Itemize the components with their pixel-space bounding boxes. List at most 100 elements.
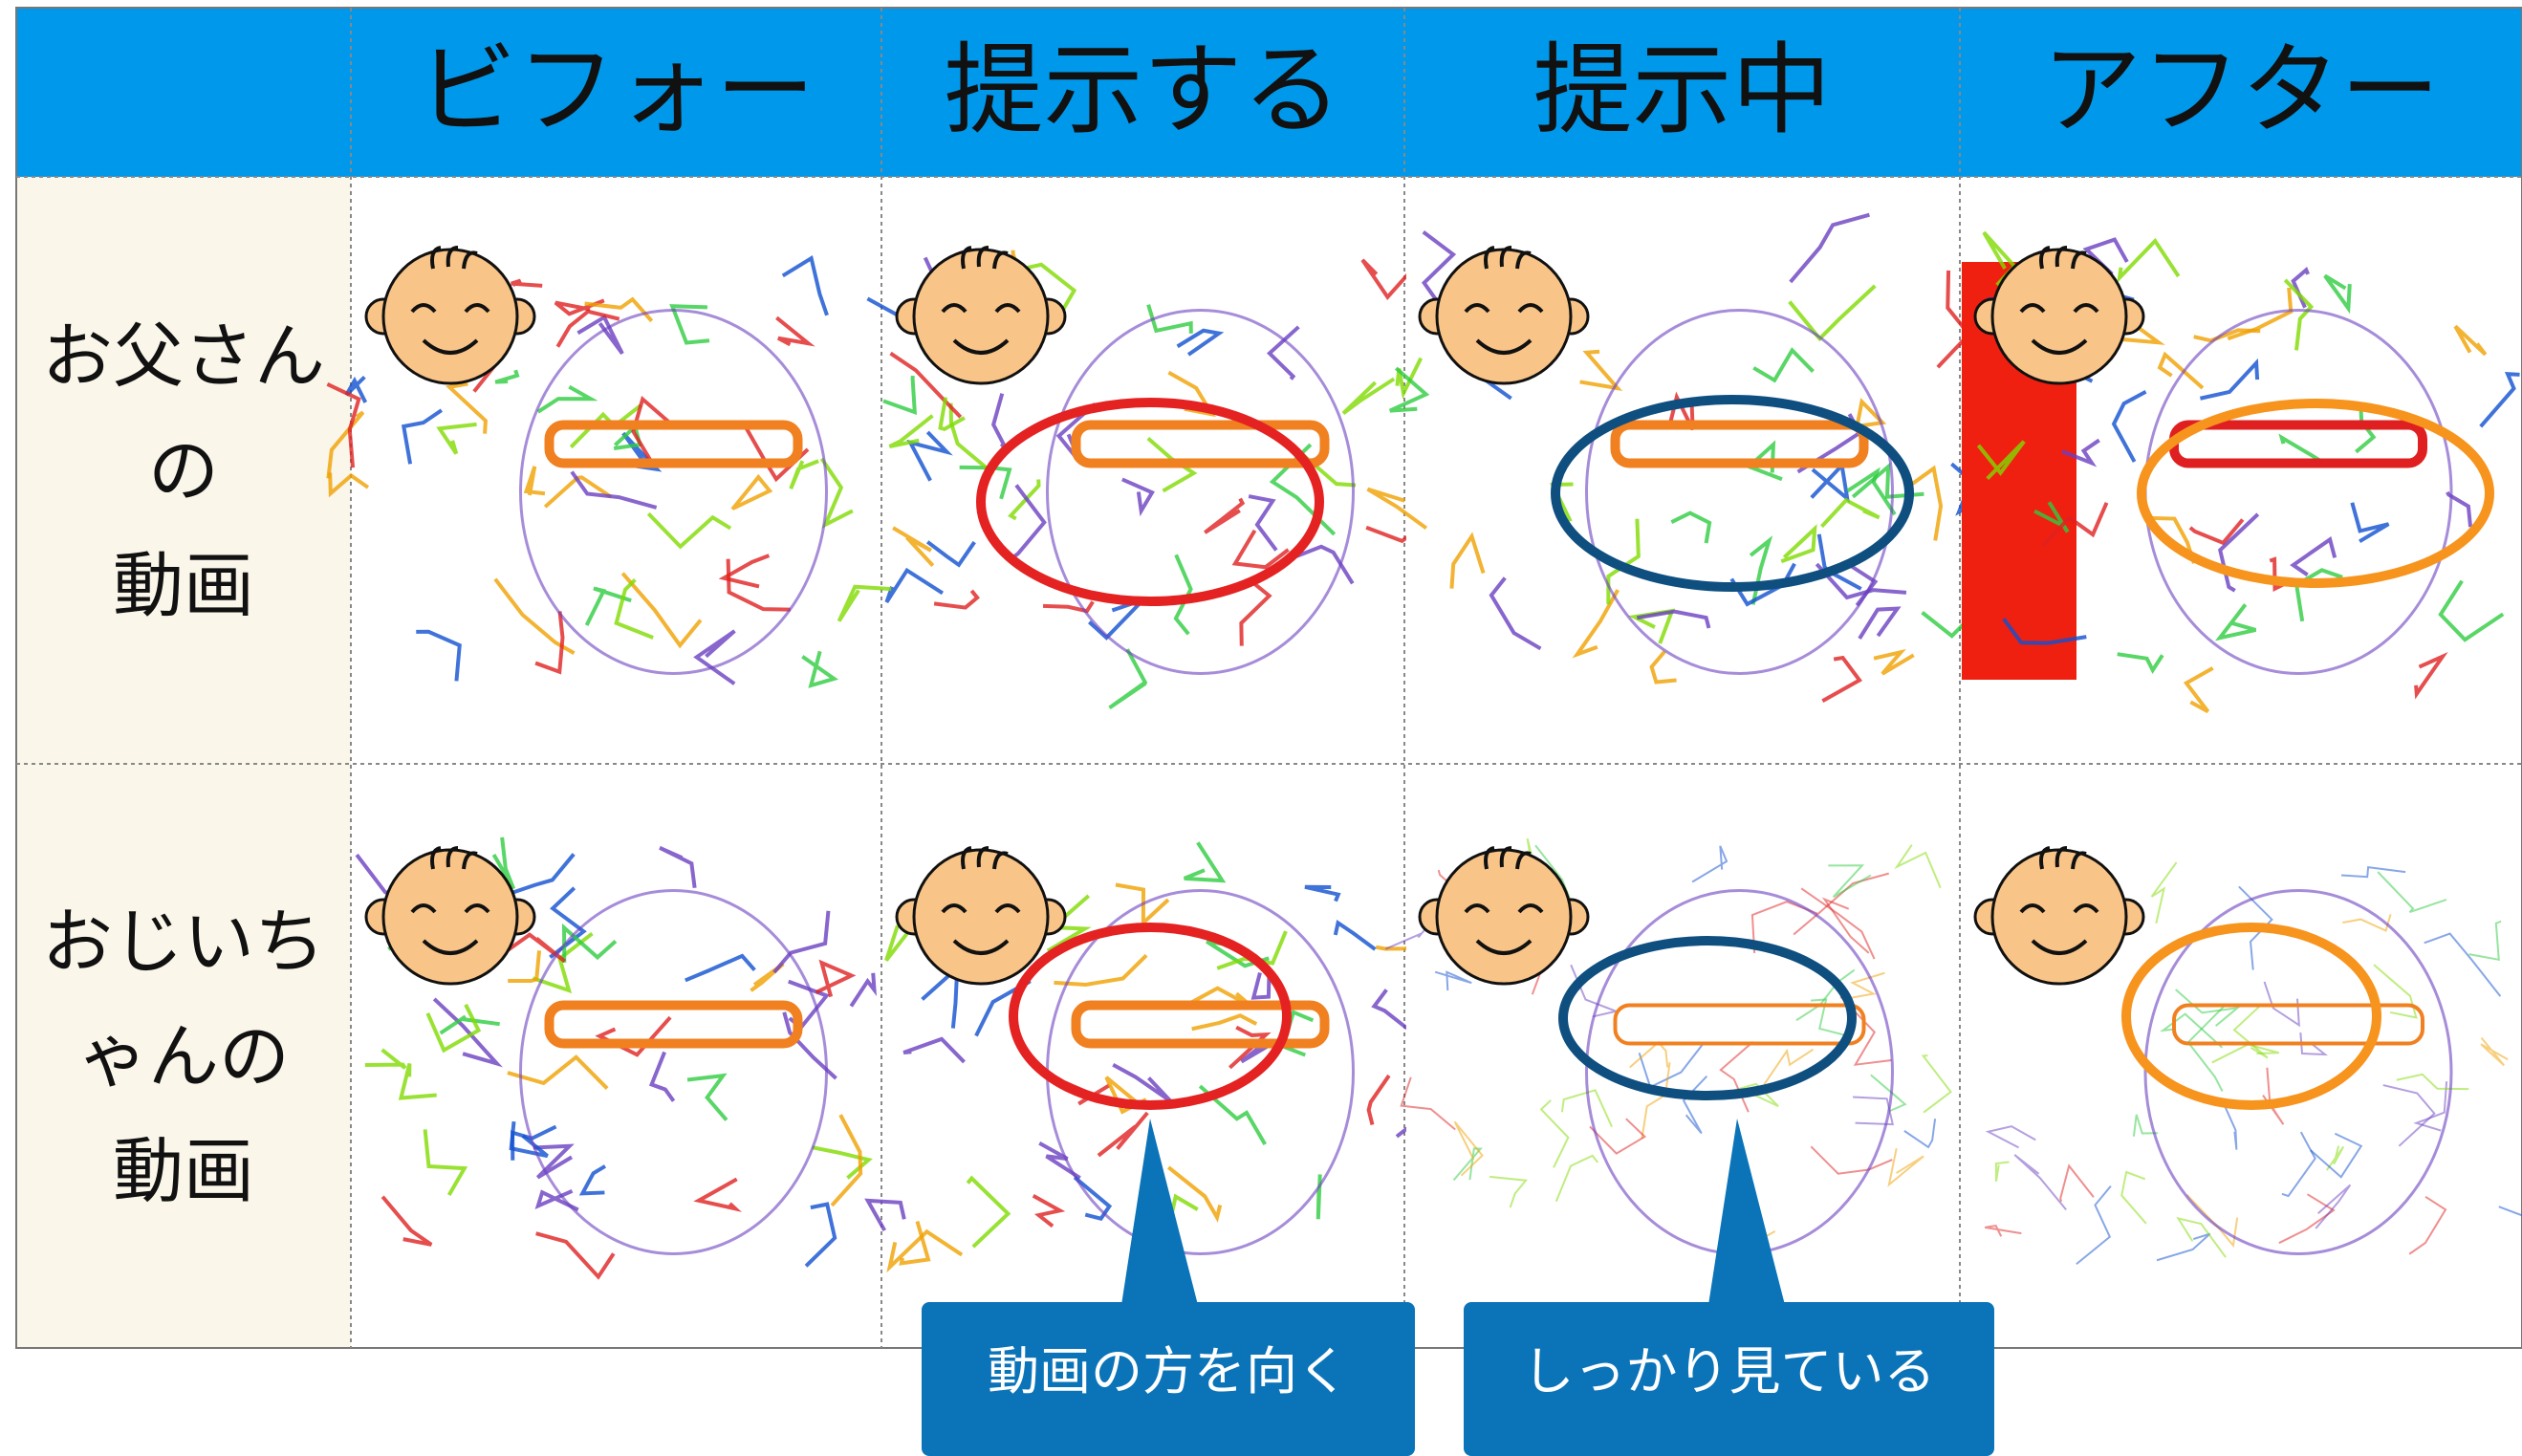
sketch-stroke	[2278, 1193, 2336, 1245]
sketch-stroke	[1489, 576, 1542, 651]
baby-features	[1464, 846, 1544, 955]
sketch-stroke	[2199, 358, 2260, 401]
sketch-stroke	[849, 972, 877, 1008]
sketch-stroke	[1887, 1147, 1924, 1187]
callout-text: 動画の方を向く	[988, 1341, 1349, 1402]
sketch-stroke	[1629, 1040, 1669, 1069]
sketch-stroke	[1572, 589, 1620, 659]
baby-face	[1990, 848, 2128, 986]
sketch-stroke	[1032, 1193, 1066, 1228]
glasses	[1071, 1000, 1330, 1049]
sketch-stroke	[837, 584, 892, 622]
sketch-stroke	[902, 1036, 966, 1064]
highlight-ellipse	[976, 398, 1324, 606]
sketch-stroke	[1752, 347, 1815, 383]
sketch-stroke	[534, 611, 565, 675]
glasses	[544, 420, 803, 468]
sketch-stroke	[1097, 1111, 1149, 1158]
sketch-stroke	[1167, 370, 1216, 418]
sketch-stroke	[1176, 328, 1225, 357]
sketch-stroke	[1691, 845, 1728, 883]
sketch-stroke	[1921, 1054, 1952, 1114]
highlight-ellipse	[1558, 936, 1857, 1100]
sketch-stroke	[2342, 914, 2392, 932]
sketch-stroke	[1589, 1118, 1647, 1155]
sketch-stroke	[959, 465, 1012, 500]
sketch-stroke	[1858, 606, 1902, 641]
sketch-stroke	[584, 296, 654, 323]
sketch-stroke	[2340, 866, 2406, 879]
sketch-stroke	[326, 410, 365, 479]
sketch-stroke	[364, 1048, 407, 1070]
sketch-stroke	[812, 1145, 873, 1180]
sketch-stroke	[2480, 1036, 2509, 1067]
sketch-stroke	[1108, 648, 1148, 710]
sketch-stroke	[730, 473, 773, 511]
sketch-stroke	[2117, 652, 2164, 675]
sketch-stroke	[2185, 1193, 2239, 1249]
sketch-stroke	[830, 1114, 863, 1207]
sketch-stroke	[686, 1073, 728, 1121]
sketch-stroke	[2498, 1206, 2522, 1217]
glasses	[1071, 420, 1330, 468]
sketch-stroke	[884, 567, 945, 603]
highlight-ellipse	[2137, 399, 2494, 588]
sketch-stroke	[436, 422, 477, 455]
sketch-stroke	[2061, 438, 2100, 467]
sketch-stroke	[1641, 1062, 1671, 1140]
baby-features	[941, 846, 1021, 955]
sketch-stroke	[966, 1175, 1011, 1249]
sketch-stroke	[1810, 461, 1851, 504]
sketch-stroke	[1239, 579, 1272, 646]
baby-features	[2019, 246, 2099, 355]
sketch-stroke	[789, 459, 819, 490]
callout-text: しっかり見ている	[1523, 1341, 1936, 1402]
sketch-stroke	[1400, 1076, 1456, 1131]
sketch-stroke	[2193, 328, 2261, 343]
sketch-stroke	[801, 650, 839, 688]
sketch-stroke	[2315, 1184, 2352, 1229]
sketch-stroke	[1228, 1025, 1272, 1070]
sketch-stroke	[1795, 968, 1856, 1022]
sketch-stroke	[2294, 568, 2343, 622]
sketch-stroke	[886, 1228, 964, 1273]
sketch-stroke	[882, 375, 917, 416]
callout-pointer	[1708, 1119, 1785, 1305]
sketch-stroke	[1873, 648, 1915, 676]
sketch-stroke	[1670, 511, 1712, 544]
sketch-stroke	[2186, 1004, 2227, 1092]
sketch-stroke	[693, 1177, 743, 1212]
sketch-stroke	[2013, 1154, 2067, 1210]
sketch-stroke	[380, 1195, 433, 1247]
sketch-stroke	[1821, 897, 1870, 954]
glasses	[1613, 1003, 1866, 1046]
sketch-stroke	[439, 1014, 500, 1035]
sketch-stroke	[718, 554, 771, 589]
sketch-stroke	[1854, 398, 1887, 432]
sketch-stroke	[1936, 270, 1972, 369]
sketch-stroke	[648, 1051, 676, 1102]
sketch-stroke	[631, 395, 676, 466]
sketch-stroke	[889, 351, 963, 419]
sketch-stroke	[2290, 536, 2337, 576]
sketch-stroke	[2350, 502, 2390, 544]
sketch-stroke	[2424, 932, 2502, 997]
sketch-stroke	[1985, 1224, 2022, 1237]
sketch-stroke	[2150, 861, 2178, 924]
face-outline	[2143, 889, 2453, 1255]
sketch-stroke	[2176, 1216, 2227, 1258]
sketch-stroke	[938, 397, 966, 432]
callout-box	[1464, 1302, 1994, 1456]
sketch-stroke	[2211, 1043, 2280, 1064]
sketch-stroke	[1870, 1074, 1907, 1112]
baby-face	[1435, 848, 1573, 986]
sketch-stroke	[1292, 544, 1355, 585]
sketch-stroke	[2396, 1073, 2469, 1091]
sketch-stroke	[906, 430, 953, 482]
sketch-stroke	[2220, 1097, 2238, 1150]
sketch-stroke	[2468, 920, 2502, 962]
sketch-stroke	[1788, 284, 1877, 342]
sketch-stroke	[2382, 1084, 2436, 1147]
sketch-stroke	[534, 1188, 579, 1212]
sketch-stroke	[326, 382, 361, 468]
